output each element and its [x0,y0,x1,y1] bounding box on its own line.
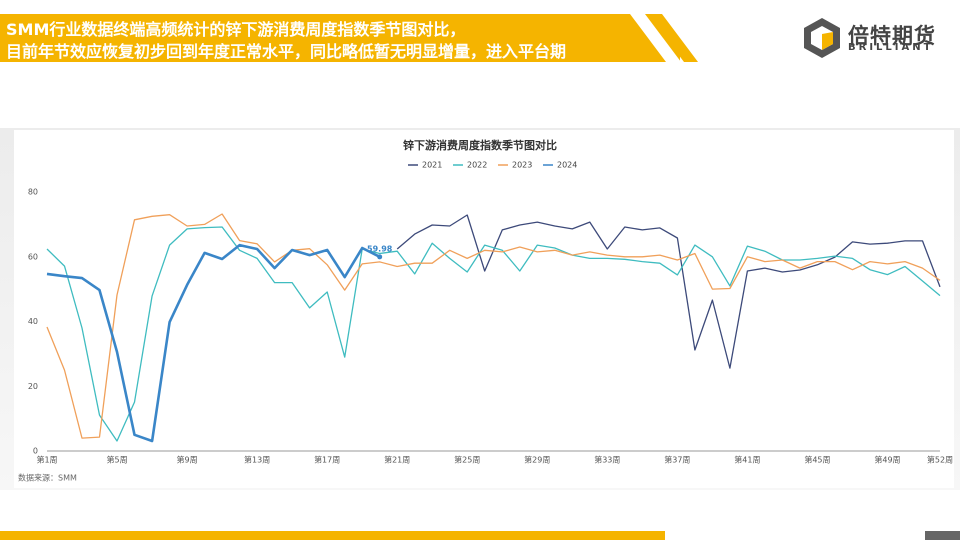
legend-label: 2021 [422,161,442,170]
x-tick-label: 第5周 [106,455,127,465]
source: 数据来源：SMM [18,473,77,483]
series-line [396,214,941,369]
series-line [46,243,381,443]
x-tick-label: 第37周 [664,455,690,465]
data-label: 59.98 [367,244,393,253]
logo-name: 倍特期货 [848,24,936,48]
chart-title: 锌下游消费周度指数季节图对比 [403,138,557,152]
y-tick-label: 20 [28,382,38,391]
y-tick-label: 80 [28,188,38,197]
x-tick-label: 第49周 [874,455,900,465]
legend-label: 2022 [467,161,487,170]
x-tick-label: 第9周 [177,455,198,465]
logo-icon [804,18,840,58]
x-tick-label: 第25周 [454,455,480,465]
header-stripe [648,14,698,62]
data-point [377,254,383,260]
series-line [46,226,941,442]
x-tick-label: 第29周 [524,455,550,465]
header-line: SMM行业数据终端高频统计的锌下游消费周度指数季节图对比， [6,20,466,39]
y-tick-label: 40 [28,317,38,326]
legend-label: 2023 [512,161,532,170]
x-tick-label: 第41周 [734,455,760,465]
x-tick-label: 第52周 [927,455,953,465]
x-tick-label: 第13周 [244,455,270,465]
header-banner [0,14,680,62]
x-tick-label: 第17周 [314,455,340,465]
x-tick-label: 第33周 [594,455,620,465]
footer-bar [0,531,665,540]
x-tick-label: 第1周 [36,455,57,465]
footer-bar [925,531,960,540]
y-tick-label: 0 [33,447,38,456]
legend-label: 2024 [557,161,577,170]
plot-panel [14,130,954,488]
logo-sub: BRILLIANT [848,42,934,53]
x-tick-label: 第21周 [384,455,410,465]
y-tick-label: 60 [28,252,38,261]
x-tick-label: 第45周 [804,455,830,465]
header-line: 目前年节效应恢复初步回到年度正常水平，同比略低暂无明显增量，进入平台期 [6,42,567,61]
series-line [46,213,941,439]
